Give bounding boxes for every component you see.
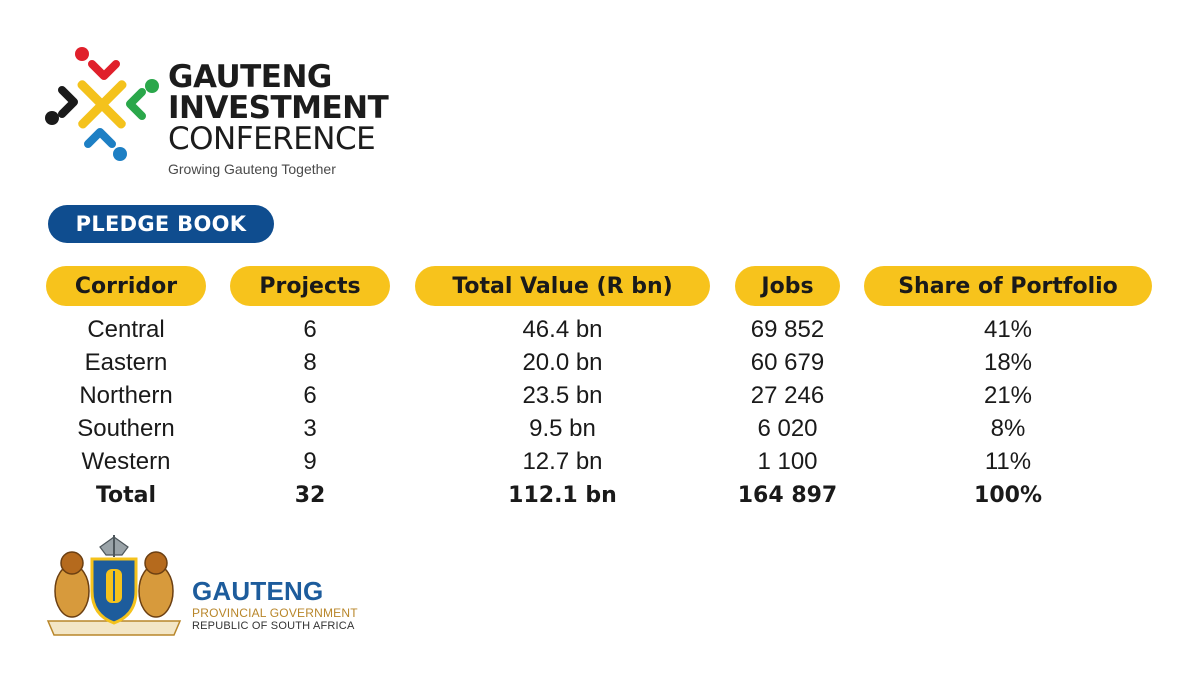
cell-share: 18% bbox=[983, 349, 1033, 376]
cell-jobs: 69 852 bbox=[750, 316, 825, 343]
conference-title-line-2: INVESTMENT bbox=[168, 90, 389, 126]
cell-corridor: Eastern bbox=[84, 349, 168, 376]
cell-projects: 6 bbox=[303, 382, 317, 409]
header-corridor: Corridor bbox=[46, 266, 206, 306]
conference-title: GAUTENG INVESTMENT CONFERENCE Growing Ga… bbox=[168, 59, 389, 178]
cell-total-value: 12.7 bn bbox=[522, 448, 603, 475]
conference-title-line-3: CONFERENCE bbox=[168, 121, 376, 157]
government-name: GAUTENG bbox=[192, 576, 324, 606]
cell-share: 11% bbox=[984, 448, 1032, 475]
total-share: 100% bbox=[974, 483, 1042, 508]
conference-tagline: Growing Gauteng Together bbox=[168, 161, 336, 177]
header-projects: Projects bbox=[230, 266, 390, 306]
cell-jobs: 6 020 bbox=[757, 415, 818, 442]
cell-share: 8% bbox=[990, 415, 1026, 442]
cell-total-value: 23.5 bn bbox=[522, 382, 603, 409]
conference-logo-icon bbox=[45, 47, 159, 161]
gauteng-government-wordmark: GAUTENG PROVINCIAL GOVERNMENT REPUBLIC O… bbox=[192, 578, 358, 633]
cell-projects: 8 bbox=[303, 349, 317, 376]
cell-corridor: Central bbox=[87, 316, 165, 343]
header-jobs: Jobs bbox=[735, 266, 840, 306]
cell-corridor: Southern bbox=[77, 415, 175, 442]
cell-jobs: 60 679 bbox=[750, 349, 825, 376]
total-jobs: 164 897 bbox=[737, 483, 838, 508]
cell-corridor: Northern bbox=[79, 382, 173, 409]
total-projects: 32 bbox=[294, 483, 326, 508]
government-country: REPUBLIC OF SOUTH AFRICA bbox=[192, 620, 355, 632]
pledge-book-badge: PLEDGE BOOK bbox=[48, 205, 274, 243]
cell-jobs: 27 246 bbox=[750, 382, 825, 409]
cell-total-value: 9.5 bn bbox=[529, 415, 596, 442]
government-subtitle: PROVINCIAL GOVERNMENT bbox=[192, 606, 358, 620]
total-value: 112.1 bn bbox=[508, 483, 617, 508]
cell-share: 21% bbox=[983, 382, 1033, 409]
cell-corridor: Western bbox=[81, 448, 171, 475]
coat-of-arms-icon bbox=[46, 535, 182, 636]
header-total-value: Total Value (R bn) bbox=[415, 266, 710, 306]
conference-title-line-1: GAUTENG bbox=[168, 59, 332, 95]
cell-total-value: 20.0 bn bbox=[522, 349, 603, 376]
header-share: Share of Portfolio bbox=[864, 266, 1152, 306]
cell-share: 41% bbox=[983, 316, 1033, 343]
cell-projects: 3 bbox=[303, 415, 317, 442]
cell-projects: 6 bbox=[303, 316, 317, 343]
cell-projects: 9 bbox=[303, 448, 317, 475]
total-label: Total bbox=[95, 483, 157, 508]
cell-total-value: 46.4 bn bbox=[522, 316, 603, 343]
cell-jobs: 1 100 bbox=[757, 448, 818, 475]
